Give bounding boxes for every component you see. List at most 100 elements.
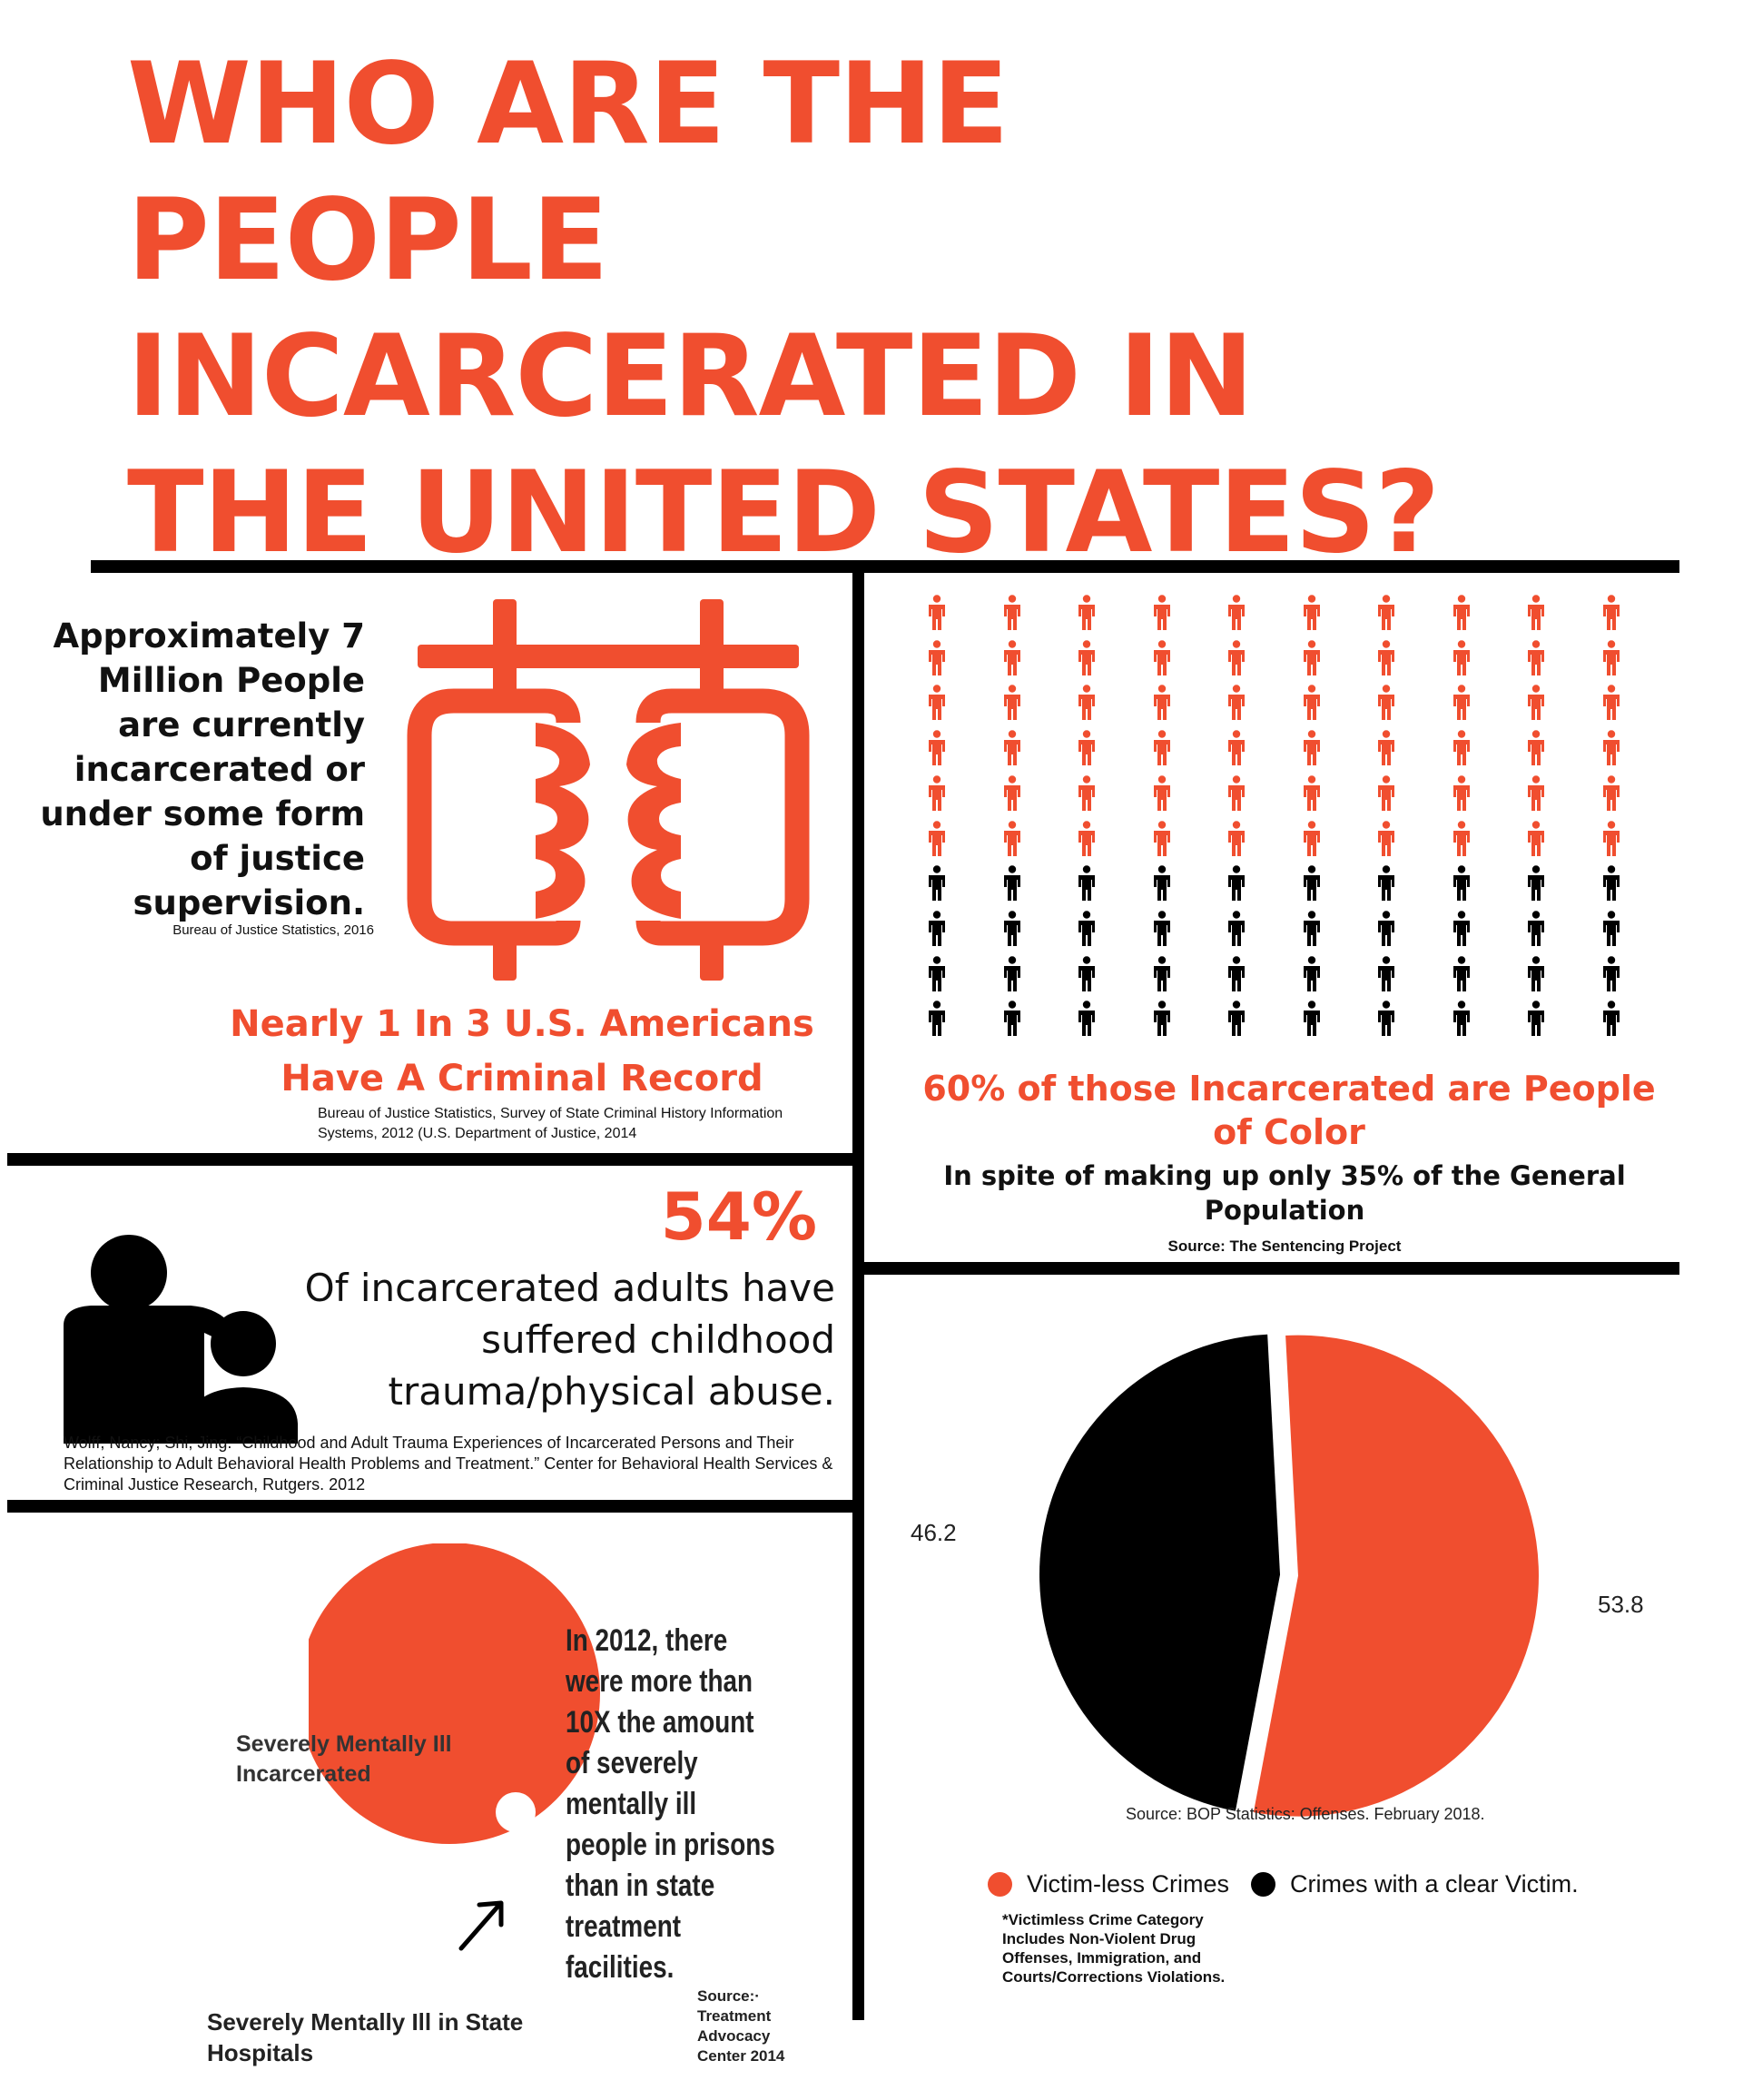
pie-label-victim: 46.2 xyxy=(911,1519,957,1546)
person-icon xyxy=(1378,1001,1394,1037)
pie-legend: Victim-less Crimes Crimes with a clear V… xyxy=(988,1866,1641,1902)
trauma-text-line: trauma/physical abuse. xyxy=(388,1369,835,1414)
person-icon xyxy=(1602,730,1620,766)
person-icon xyxy=(1228,639,1245,675)
incarcerated-circle xyxy=(309,1543,600,1844)
mental-illness-source: Source:· Treatment Advocacy Center 2014 xyxy=(697,1987,852,2066)
person-icon xyxy=(1602,685,1620,721)
person-icon xyxy=(1452,820,1470,856)
person-icon xyxy=(1078,1001,1095,1037)
mental-illness-graphic xyxy=(309,1543,600,1951)
person-icon xyxy=(1528,911,1544,946)
person-icon xyxy=(1602,775,1620,811)
title-line: PEOPLE xyxy=(127,175,609,306)
source-line: Center 2014 xyxy=(697,2047,785,2065)
person-icon xyxy=(1378,730,1394,766)
person-icon xyxy=(1303,1001,1320,1037)
person-icon xyxy=(1153,685,1170,721)
person-icon xyxy=(1303,955,1320,991)
person-icon xyxy=(1303,820,1320,856)
handcuffs-icon xyxy=(407,599,810,981)
person-icon xyxy=(929,820,945,856)
supervision-stat-text: Approximately 7 Million People are curre… xyxy=(40,616,365,922)
person-icon xyxy=(1452,1001,1470,1037)
person-icon xyxy=(1528,775,1544,811)
criminal-record-headline: Nearly 1 In 3 U.S. Americans Have A Crim… xyxy=(200,997,844,1106)
person-icon xyxy=(1378,775,1394,811)
pie-source: Source: BOP Statistics: Offenses. Februa… xyxy=(1126,1805,1485,1823)
person-icon xyxy=(1528,865,1544,902)
hospitals-circle xyxy=(496,1792,536,1832)
person-icon xyxy=(1153,775,1170,811)
person-icon xyxy=(1452,911,1470,946)
legend-item-victim: Crimes with a clear Victim. xyxy=(1251,1866,1579,1902)
people-of-color-headline: 60% of those Incarcerated are People of … xyxy=(922,1069,1656,1152)
legend-label: Victim-less Crimes xyxy=(1027,1869,1230,1898)
mental-illness-line: people in prisons xyxy=(566,1828,775,1862)
person-icon xyxy=(1003,685,1020,721)
supervision-source: Bureau of Justice Statistics, 2016 xyxy=(172,922,374,938)
mental-illness-line: mentally ill xyxy=(566,1787,697,1821)
person-icon xyxy=(929,730,945,766)
source-line: Advocacy xyxy=(697,2027,771,2045)
title-line: WHO ARE THE xyxy=(127,39,1009,170)
person-icon xyxy=(1452,595,1470,630)
person-icon xyxy=(929,595,945,630)
person-icon xyxy=(1078,911,1095,946)
person-icon xyxy=(1602,865,1620,902)
person-icon xyxy=(1303,911,1320,946)
mental-illness-line: treatment xyxy=(566,1909,682,1944)
person-icon xyxy=(929,685,945,721)
person-icon xyxy=(1303,685,1320,721)
legend-swatch-black xyxy=(1251,1871,1275,1897)
person-icon xyxy=(1528,1001,1544,1037)
adult-child-icon xyxy=(64,1235,298,1444)
people-of-color-subtext: In spite of making up only 35% of the Ge… xyxy=(943,1160,1626,1226)
person-icon xyxy=(1528,639,1544,675)
person-icon xyxy=(1078,730,1095,766)
person-icon xyxy=(1153,865,1170,902)
person-icon xyxy=(1452,730,1470,766)
mental-illness-line: facilities. xyxy=(566,1950,675,1985)
person-icon xyxy=(1153,730,1170,766)
person-icon xyxy=(1003,911,1020,946)
pie-label-victimless: 53.8 xyxy=(1598,1591,1644,1618)
person-icon xyxy=(1003,955,1020,991)
person-icon xyxy=(1003,730,1020,766)
divider-left-2 xyxy=(7,1500,861,1513)
person-icon xyxy=(929,865,945,902)
person-icon xyxy=(1378,865,1394,902)
person-icon xyxy=(1303,639,1320,675)
person-icon xyxy=(1228,955,1245,991)
person-icon xyxy=(1378,911,1394,946)
mental-illness-line: 10X the amount xyxy=(566,1705,754,1740)
legend-label: Crimes with a clear Victim. xyxy=(1290,1869,1579,1898)
person-icon xyxy=(1228,730,1245,766)
crime-pie-chart xyxy=(1039,1334,1539,1817)
person-icon xyxy=(1528,595,1544,630)
person-icon xyxy=(1303,595,1320,630)
person-icon xyxy=(1303,865,1320,902)
legend-note: *Victimless Crime Category Includes Non-… xyxy=(1002,1911,1226,1986)
legend-item-victimless: Victim-less Crimes xyxy=(988,1866,1229,1902)
person-icon xyxy=(1003,639,1020,675)
person-icon xyxy=(1303,775,1320,811)
person-icon xyxy=(1528,685,1544,721)
people-of-color-source: Source: The Sentencing Project xyxy=(1167,1237,1402,1255)
person-icon xyxy=(1602,820,1620,856)
divider-left-1 xyxy=(7,1153,861,1166)
pie-slice-victimless xyxy=(1253,1335,1539,1817)
mental-illness-line: In 2012, there xyxy=(566,1623,728,1658)
person-icon xyxy=(1303,730,1320,766)
person-icon xyxy=(1452,685,1470,721)
person-icon xyxy=(1003,1001,1020,1037)
title-line: THE UNITED STATES? xyxy=(127,448,1440,578)
person-icon xyxy=(1078,595,1095,630)
person-icon xyxy=(1078,639,1095,675)
divider-top xyxy=(91,560,1679,573)
trauma-text: Of incarcerated adults have suffered chi… xyxy=(272,1262,835,1417)
person-icon xyxy=(1153,911,1170,946)
person-icon xyxy=(1003,775,1020,811)
person-icon xyxy=(1228,595,1245,630)
person-icon xyxy=(1602,1001,1620,1037)
